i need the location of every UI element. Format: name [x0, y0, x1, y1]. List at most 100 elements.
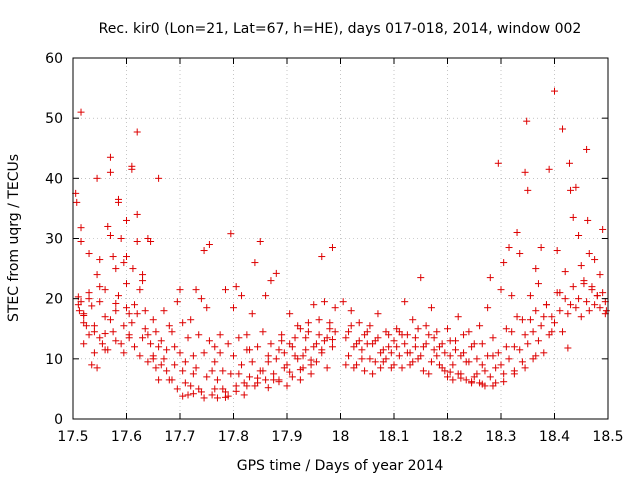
data-point — [382, 355, 390, 363]
data-point — [112, 337, 120, 345]
data-point — [583, 145, 591, 153]
data-point — [286, 368, 294, 376]
data-point — [106, 153, 114, 161]
data-point — [275, 378, 283, 386]
data-point — [101, 286, 109, 294]
data-point — [224, 340, 232, 348]
data-point — [152, 364, 160, 372]
data-point — [323, 364, 331, 372]
data-point — [567, 186, 575, 194]
data-point — [173, 385, 181, 393]
data-point — [508, 328, 516, 336]
data-point — [82, 322, 90, 330]
data-point — [243, 331, 251, 339]
data-point — [457, 352, 465, 360]
data-point — [524, 186, 532, 194]
data-point — [165, 322, 173, 330]
data-point — [358, 346, 366, 354]
data-point — [211, 385, 219, 393]
data-point — [171, 343, 179, 351]
data-point — [465, 328, 473, 336]
data-point — [163, 346, 171, 354]
data-point — [272, 269, 280, 277]
data-point — [551, 319, 558, 327]
data-point — [85, 331, 93, 339]
data-point — [331, 304, 339, 312]
data-point — [452, 346, 460, 354]
data-point — [211, 358, 219, 366]
x-tick-label: 18.5 — [592, 429, 623, 445]
data-point — [90, 322, 98, 330]
data-point — [553, 289, 561, 297]
data-point — [542, 301, 550, 309]
data-point — [331, 328, 339, 336]
data-point — [510, 343, 518, 351]
data-points — [72, 87, 610, 402]
data-point — [123, 253, 130, 261]
y-tick-label: 10 — [45, 352, 63, 368]
data-point — [106, 316, 114, 324]
data-point — [179, 367, 187, 375]
data-point — [521, 331, 529, 339]
data-point — [494, 349, 502, 357]
data-point — [275, 346, 283, 354]
x-tick-label: 18.4 — [539, 429, 570, 445]
data-point — [521, 168, 529, 176]
data-point — [444, 373, 451, 381]
data-point — [296, 325, 304, 333]
data-point — [77, 238, 85, 246]
data-point — [171, 361, 179, 369]
data-point — [551, 87, 558, 95]
data-point — [433, 328, 441, 336]
data-point — [470, 373, 478, 381]
data-point — [187, 382, 195, 390]
data-point — [221, 393, 229, 401]
data-point — [310, 301, 318, 309]
data-point — [133, 310, 141, 318]
data-point — [403, 331, 411, 339]
data-point — [181, 379, 189, 387]
data-point — [75, 307, 83, 315]
data-point — [221, 286, 229, 294]
data-point — [358, 355, 366, 363]
data-point — [157, 337, 165, 345]
data-point — [494, 159, 502, 167]
data-point — [125, 331, 133, 339]
data-point — [267, 277, 275, 285]
data-point — [545, 331, 553, 339]
data-point — [286, 340, 294, 348]
data-point — [136, 286, 144, 294]
data-point — [129, 265, 137, 273]
x-tick-label: 18.3 — [485, 429, 516, 445]
data-point — [534, 337, 542, 345]
y-axis-label: STEC from uqrg / TECUs — [6, 154, 22, 322]
data-point — [393, 343, 401, 351]
data-point — [513, 228, 521, 236]
data-point — [179, 319, 187, 327]
data-point — [96, 283, 104, 291]
data-point — [532, 352, 540, 360]
data-point — [310, 343, 318, 351]
data-point — [232, 283, 240, 291]
data-point — [200, 247, 208, 255]
data-point — [283, 382, 291, 390]
data-point — [411, 334, 419, 342]
data-point — [109, 328, 117, 336]
data-point — [577, 313, 585, 321]
data-point — [355, 337, 363, 345]
data-point — [104, 222, 112, 230]
data-point — [270, 370, 278, 378]
data-point — [502, 325, 510, 333]
data-point — [192, 286, 200, 294]
data-point — [112, 299, 120, 307]
data-point — [254, 343, 262, 351]
data-point — [160, 355, 168, 363]
data-point — [584, 216, 592, 224]
data-point — [580, 277, 588, 285]
data-point — [401, 340, 409, 348]
x-tick-label: 17.9 — [271, 429, 302, 445]
data-point — [537, 244, 545, 252]
data-point — [173, 298, 181, 306]
data-point — [304, 319, 312, 327]
